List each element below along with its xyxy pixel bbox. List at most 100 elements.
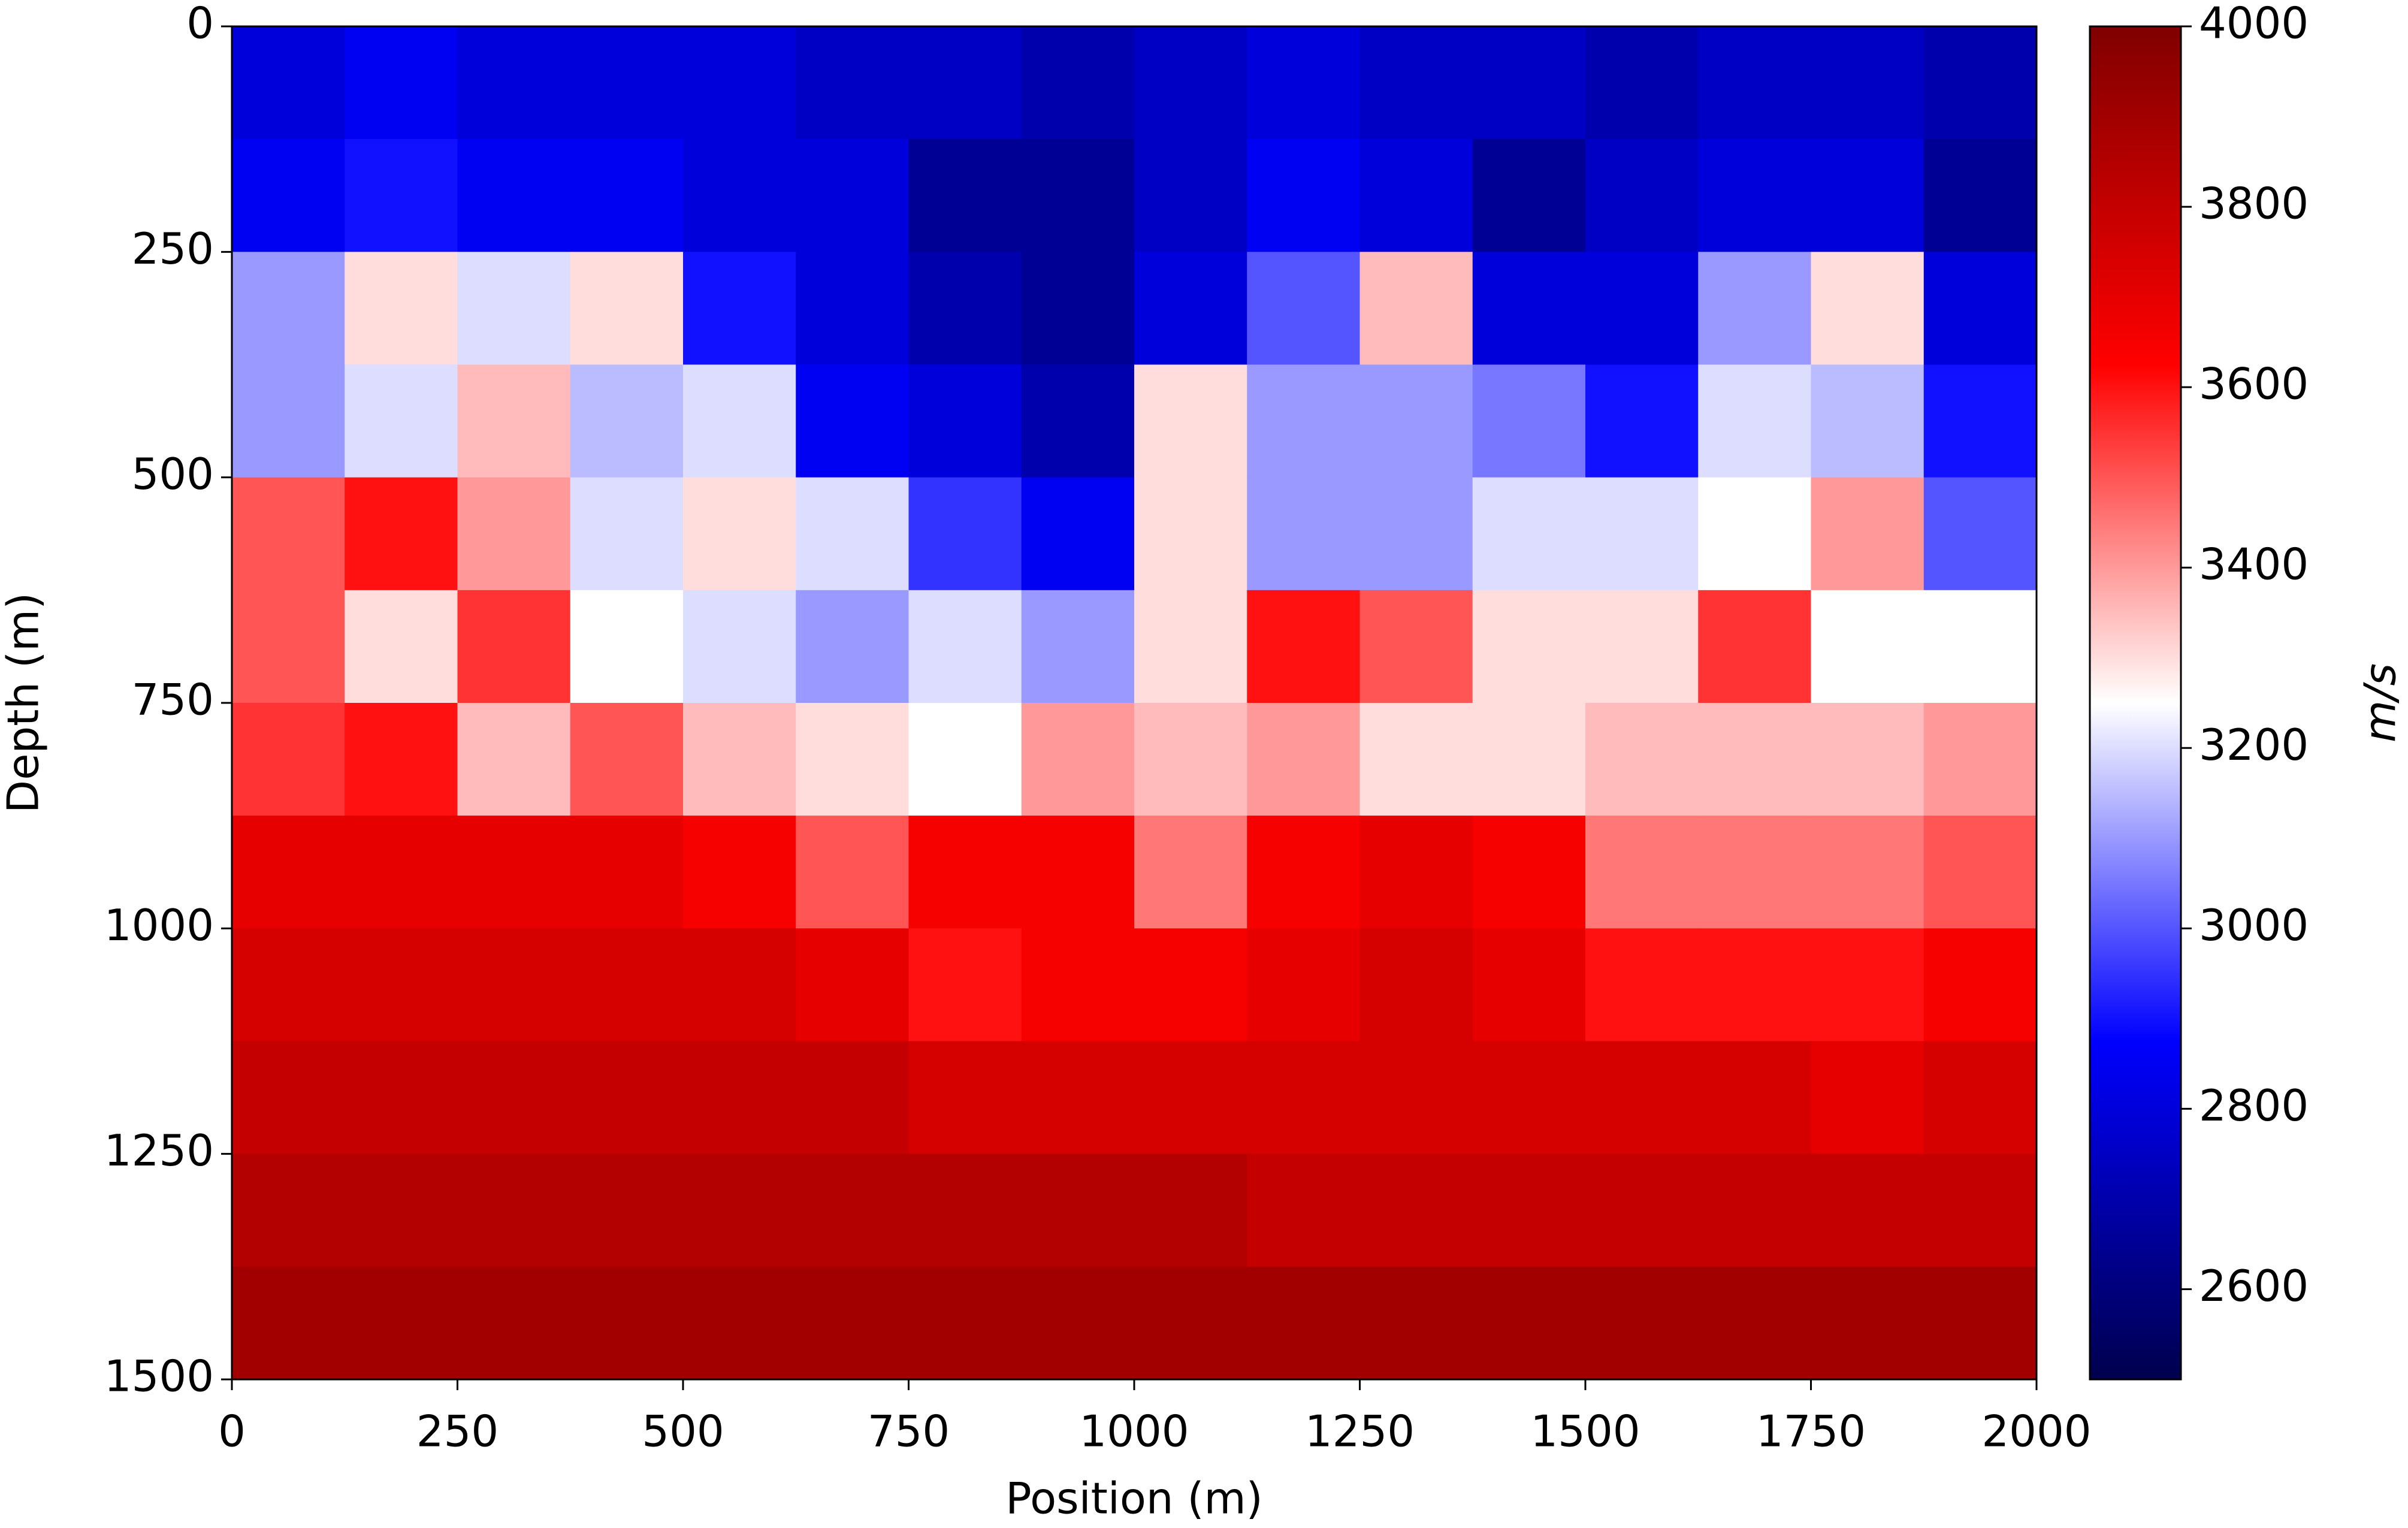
heatmap-cell <box>1247 1041 1360 1155</box>
heatmap-cell <box>1134 26 1247 140</box>
colorbar-tick-label: 4000 <box>2199 0 2309 49</box>
heatmap-cell <box>1698 590 1811 703</box>
heatmap-cell <box>457 364 571 478</box>
heatmap-cell <box>796 590 909 703</box>
heatmap-cell <box>796 1153 909 1267</box>
heatmap-cell <box>796 26 909 140</box>
heatmap-cell <box>457 703 571 816</box>
heatmap-cell <box>683 703 796 816</box>
heatmap-cell <box>1134 590 1247 703</box>
heatmap-cell <box>1134 1153 1247 1267</box>
heatmap-cell <box>457 477 571 591</box>
y-tick-label: 1500 <box>104 1351 214 1402</box>
heatmap-cell <box>1923 252 2037 365</box>
heatmap-cell <box>232 590 345 703</box>
heatmap-cell <box>796 252 909 365</box>
heatmap-cell <box>908 364 1022 478</box>
heatmap-cell <box>908 928 1022 1041</box>
heatmap-cell <box>683 364 796 478</box>
heatmap-cell <box>908 816 1022 929</box>
heatmap-cell <box>570 928 684 1041</box>
heatmap-cell <box>1359 477 1473 591</box>
heatmap-cell <box>570 364 684 478</box>
heatmap-cell <box>457 139 571 252</box>
colorbar-tick-label: 3000 <box>2199 900 2309 950</box>
heatmap-cell <box>683 1153 796 1267</box>
heatmap-cell <box>1472 1266 1586 1380</box>
heatmap-cell <box>1811 364 1924 478</box>
heatmap-cell <box>570 1153 684 1267</box>
heatmap-cell <box>1472 139 1586 252</box>
heatmap-cell <box>345 703 458 816</box>
heatmap-cell <box>232 1041 345 1155</box>
heatmap-cell <box>1134 252 1247 365</box>
heatmap-cell <box>1472 1041 1586 1155</box>
heatmap-cell <box>1021 1153 1135 1267</box>
heatmap-cell <box>908 703 1022 816</box>
heatmap <box>232 26 2037 1380</box>
heatmap-cell <box>345 1041 458 1155</box>
heatmap-cell <box>1811 252 1924 365</box>
x-axis-label: Position (m) <box>1005 1473 1263 1524</box>
heatmap-cell <box>1247 139 1360 252</box>
heatmap-cell <box>1472 26 1586 140</box>
heatmap-cell <box>1585 477 1699 591</box>
heatmap-cell <box>570 252 684 365</box>
heatmap-cell <box>1134 364 1247 478</box>
x-tick-label: 750 <box>868 1406 950 1457</box>
x-tick-label: 1250 <box>1305 1406 1415 1457</box>
heatmap-cell <box>1923 590 2037 703</box>
heatmap-cell <box>1585 252 1699 365</box>
heatmap-cell <box>1472 816 1586 929</box>
heatmap-cell <box>345 364 458 478</box>
heatmap-cell <box>796 703 909 816</box>
colorbar <box>2089 25 2182 1381</box>
x-tick-label: 1000 <box>1079 1406 1189 1457</box>
heatmap-cell <box>457 252 571 365</box>
heatmap-cell <box>908 252 1022 365</box>
heatmap-cell <box>796 139 909 252</box>
heatmap-cell <box>1247 928 1360 1041</box>
heatmap-cell <box>232 26 345 140</box>
colorbar-tick-label: 2800 <box>2199 1080 2309 1131</box>
heatmap-cell <box>1021 26 1135 140</box>
heatmap-cell <box>683 139 796 252</box>
heatmap-cell <box>683 26 796 140</box>
heatmap-cell <box>1359 703 1473 816</box>
heatmap-cell <box>232 703 345 816</box>
heatmap-cell <box>1811 1153 1924 1267</box>
heatmap-cell <box>1585 1266 1699 1380</box>
heatmap-cell <box>683 252 796 365</box>
heatmap-cell <box>232 139 345 252</box>
heatmap-cell <box>570 590 684 703</box>
heatmap-cell <box>908 477 1022 591</box>
heatmap-cell <box>457 928 571 1041</box>
heatmap-cell <box>1585 364 1699 478</box>
heatmap-cell <box>1359 252 1473 365</box>
colorbar-tick-label: 3400 <box>2199 539 2309 590</box>
heatmap-cell <box>1359 816 1473 929</box>
x-tick-label: 0 <box>218 1406 246 1457</box>
heatmap-cell <box>1021 364 1135 478</box>
heatmap-cell <box>1585 928 1699 1041</box>
heatmap-cell <box>345 928 458 1041</box>
heatmap-cell <box>457 1153 571 1267</box>
x-tick-label: 1500 <box>1530 1406 1640 1457</box>
heatmap-cell <box>1811 26 1924 140</box>
heatmap-cell <box>1247 590 1360 703</box>
heatmap-cell <box>1472 928 1586 1041</box>
heatmap-cell <box>1134 139 1247 252</box>
heatmap-cell <box>345 26 458 140</box>
heatmap-cell <box>1134 1041 1247 1155</box>
heatmap-cell <box>1359 26 1473 140</box>
heatmap-cell <box>796 477 909 591</box>
heatmap-cell <box>1698 1266 1811 1380</box>
x-tick-label: 250 <box>416 1406 498 1457</box>
y-tick-label: 250 <box>132 224 214 274</box>
heatmap-cell <box>796 1266 909 1380</box>
y-tick-label: 500 <box>132 449 214 499</box>
heatmap-cell <box>570 1041 684 1155</box>
heatmap-cell <box>1021 928 1135 1041</box>
heatmap-cell <box>1698 928 1811 1041</box>
heatmap-cell <box>796 364 909 478</box>
